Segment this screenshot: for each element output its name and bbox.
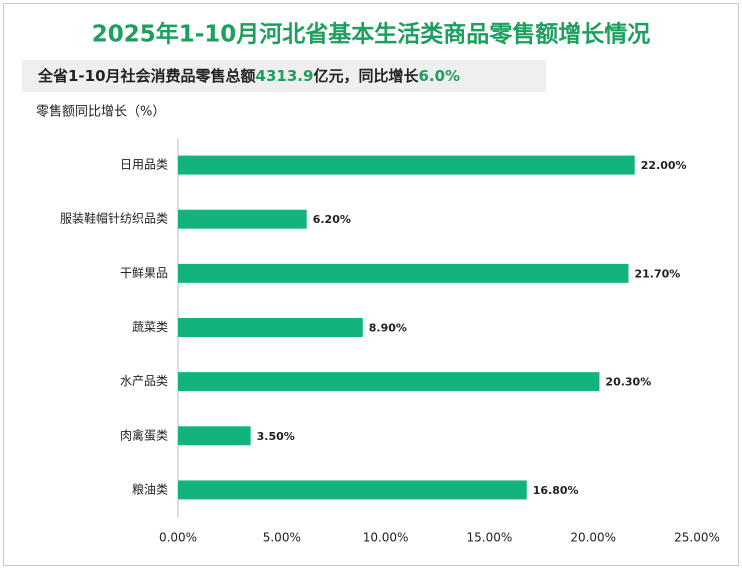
subtitle-number: 4313.9 <box>256 67 314 85</box>
y-tick-label: 日用品类 <box>120 158 168 172</box>
y-tick-label: 干鲜果品 <box>120 266 168 280</box>
x-tick-label: 0.00% <box>159 531 197 545</box>
bar <box>178 209 307 229</box>
subtitle-box <box>22 60 546 92</box>
value-label: 22.00% <box>641 159 687 172</box>
bar <box>178 263 629 283</box>
subtitle-text: 全省1-10月社会消费品零售总额 <box>37 67 256 85</box>
frame <box>3 3 739 566</box>
bar <box>178 426 251 446</box>
subtitle-text: 亿元，同比增长 <box>313 67 419 85</box>
y-tick-label: 服装鞋帽针纺织品类 <box>60 211 168 226</box>
bar <box>178 480 527 500</box>
x-tick-label: 20.00% <box>570 531 616 545</box>
chart-title: 2025年1-10月河北省基本生活类商品零售额增长情况 <box>92 21 651 48</box>
x-tick-label: 5.00% <box>263 531 301 545</box>
y-tick-label: 肉禽蛋类 <box>120 427 168 442</box>
y-tick-label: 蔬菜类 <box>132 320 168 334</box>
x-tick-label: 15.00% <box>467 531 513 545</box>
y-tick-label: 水产品类 <box>120 374 168 388</box>
bar <box>178 318 363 337</box>
value-label: 16.80% <box>533 484 579 497</box>
value-label: 20.30% <box>605 376 651 389</box>
value-label: 8.90% <box>369 322 407 335</box>
bar <box>178 155 635 175</box>
value-label: 6.20% <box>313 213 351 226</box>
value-label: 21.70% <box>634 267 680 280</box>
axis-label: 零售额同比增长（%） <box>36 104 165 120</box>
x-tick-label: 25.00% <box>674 531 720 545</box>
bar <box>178 372 600 392</box>
subtitle-number: 6.0% <box>418 67 460 85</box>
x-tick-label: 10.00% <box>363 531 409 545</box>
y-tick-label: 粮油类 <box>132 481 168 496</box>
subtitle: 全省1-10月社会消费品零售总额4313.9亿元，同比增长6.0% <box>37 67 460 85</box>
value-label: 3.50% <box>257 430 295 443</box>
